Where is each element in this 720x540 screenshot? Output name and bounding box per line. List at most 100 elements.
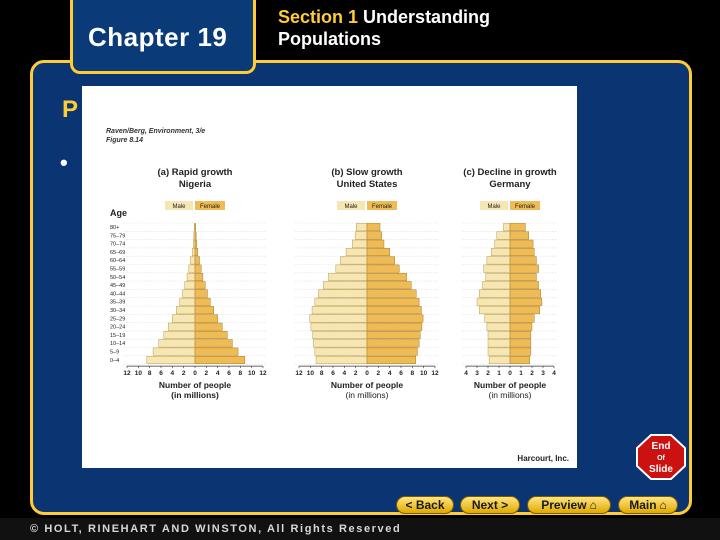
male-bar (176, 306, 196, 315)
male-bar (485, 272, 511, 281)
age-tick-label: 75–79 (110, 233, 125, 239)
panel-title: (c) Decline in growth (463, 167, 557, 178)
x-tick-label: 12 (295, 370, 303, 377)
male-bar (486, 256, 511, 265)
age-tick-label: 40–44 (110, 291, 125, 297)
female-bar (366, 314, 424, 323)
female-bar (509, 356, 530, 364)
x-axis-unit: (in millions) (489, 390, 532, 400)
male-bar (486, 322, 511, 331)
legend-female-swatch (195, 201, 225, 210)
male-bar (483, 264, 511, 273)
x-tick-label: 10 (135, 370, 143, 377)
female-bar (366, 322, 423, 331)
female-bar (366, 264, 400, 273)
male-bar (163, 331, 196, 340)
x-tick-label: 2 (486, 370, 490, 377)
x-tick-label: 1 (519, 370, 523, 377)
end-of-slide-button[interactable]: End Of Slide (636, 434, 686, 480)
legend-female-swatch (367, 201, 397, 210)
male-bar (168, 322, 196, 331)
x-tick-label: 2 (205, 370, 209, 377)
male-bar (487, 347, 511, 356)
panel-title: (b) Slow growth (331, 167, 402, 178)
female-bar (366, 281, 412, 290)
x-tick-label: 4 (171, 370, 175, 377)
female-bar (509, 322, 533, 331)
legend-female-label: Female (200, 204, 221, 210)
home-icon: ⌂ (659, 498, 667, 512)
male-bar (179, 297, 196, 306)
male-bar (345, 248, 368, 257)
x-tick-label: 8 (411, 370, 415, 377)
back-label: < Back (405, 498, 445, 512)
male-bar (328, 272, 368, 281)
legend-male-label: Male (344, 204, 358, 210)
male-bar (323, 281, 368, 290)
back-button[interactable]: < Back (396, 496, 454, 514)
x-tick-label: 4 (216, 370, 220, 377)
male-bar (311, 306, 368, 315)
female-bar (194, 272, 204, 281)
male-bar (487, 331, 511, 340)
x-tick-label: 0 (193, 370, 197, 377)
age-tick-label: 15–19 (110, 333, 125, 339)
age-tick-label: 35–39 (110, 300, 125, 306)
female-bar (366, 231, 382, 240)
male-bar (314, 297, 368, 306)
legend-female-swatch (510, 201, 540, 210)
section-name: Understanding Populations (278, 7, 491, 49)
male-bar (315, 356, 368, 364)
male-bar (488, 356, 511, 364)
female-bar (509, 314, 535, 323)
next-button[interactable]: Next > (460, 496, 520, 514)
female-bar (509, 297, 543, 306)
preview-button[interactable]: Preview ⌂ (527, 496, 611, 514)
male-bar (186, 272, 196, 281)
male-bar (494, 239, 511, 248)
figure-credit-2: Figure 8.14 (106, 137, 143, 144)
x-tick-label: 0 (365, 370, 369, 377)
male-bar (191, 248, 196, 257)
x-axis-label: Number of people (474, 380, 547, 390)
male-bar (503, 223, 511, 232)
female-bar (194, 239, 197, 248)
male-bar (309, 314, 368, 323)
x-tick-label: 6 (331, 370, 335, 377)
legend-male-swatch (480, 201, 508, 210)
x-tick-label: 2 (377, 370, 381, 377)
x-tick-label: 10 (248, 370, 256, 377)
age-tick-label: 80+ (110, 225, 119, 231)
preview-label: Preview (541, 498, 587, 512)
x-tick-label: 12 (431, 370, 439, 377)
x-tick-label: 4 (388, 370, 392, 377)
male-bar (340, 256, 368, 265)
main-button[interactable]: Main ⌂ (618, 496, 678, 514)
of-label: Of (657, 455, 665, 462)
x-tick-label: 12 (123, 370, 131, 377)
x-tick-label: 6 (399, 370, 403, 377)
publisher-credit: Harcourt, Inc. (517, 454, 569, 463)
x-tick-label: 10 (420, 370, 428, 377)
figure-credit-1: Raven/Berg, Environment, 3/e (106, 128, 205, 135)
x-tick-label: 2 (182, 370, 186, 377)
x-tick-label: 3 (541, 370, 545, 377)
female-bar (194, 331, 228, 340)
age-tick-label: 20–24 (110, 325, 125, 331)
female-bar (366, 356, 416, 364)
x-tick-label: 0 (508, 370, 512, 377)
age-tick-label: 60–64 (110, 258, 125, 264)
panel-country: United States (337, 179, 398, 190)
age-tick-label: 5–9 (110, 350, 119, 356)
main-label: Main (629, 498, 657, 512)
panel-country: Germany (489, 179, 531, 190)
legend-female-label: Female (515, 204, 536, 210)
x-axis-unit: (in millions) (346, 390, 389, 400)
age-tick-label: 0–4 (110, 358, 119, 364)
male-bar (172, 314, 196, 323)
male-bar (152, 347, 196, 356)
female-bar (194, 231, 197, 240)
female-bar (366, 347, 418, 356)
